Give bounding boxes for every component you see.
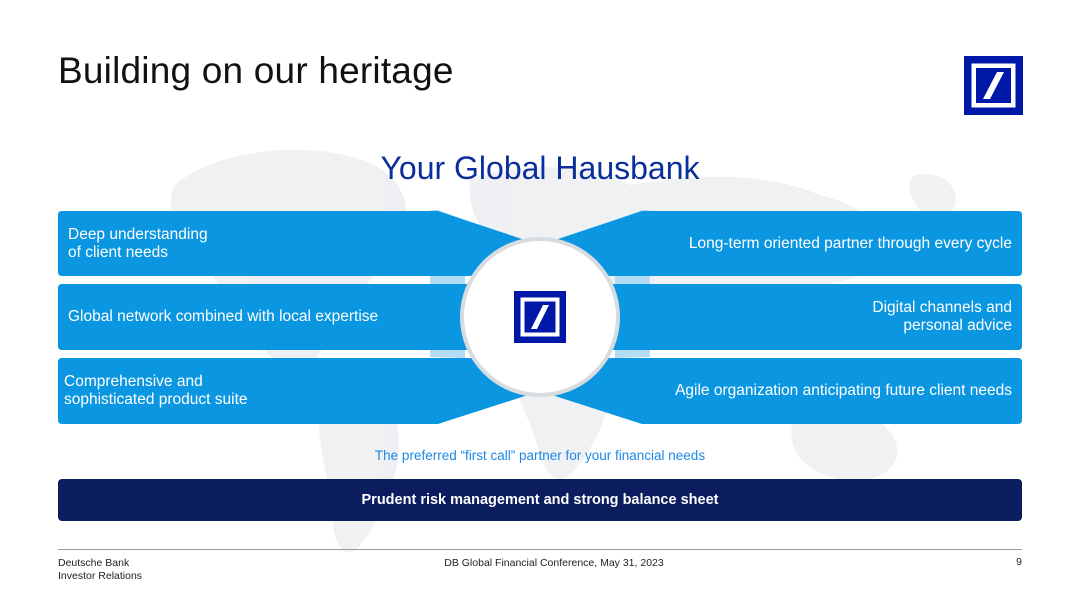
pillar-right-3: Agile organization anticipating future c… [620,358,1012,424]
page-number: 9 [1016,556,1022,568]
diagram-title: Your Global Hausbank [380,150,700,186]
footer-department: Investor Relations [58,570,143,582]
pillar-left-3: Comprehensive and sophisticated product s… [64,358,248,424]
footer-company: Deutsche Bank [58,557,130,569]
pillar-left-3-line1: Comprehensive and [64,373,203,390]
pillar-box-left-1 [58,211,528,276]
foundation-bar: Prudent risk management and strong balan… [58,479,1022,521]
pillar-right-2: Digital channels and personal advice [620,284,1012,350]
pillar-box-left-3 [58,358,528,424]
footer-divider [58,549,1022,550]
pillar-box-right-1 [552,211,1022,276]
pillar-left-1-line2: of client needs [68,243,168,261]
pillar-left-2-line1: Global network combined with local exper… [68,308,379,325]
pillar-left-1: Deep understanding of client needs [68,211,208,276]
pillar-right-1: Long-term oriented partner through every… [620,211,1012,276]
pillar-right-1-line1: Long-term oriented partner through every… [688,234,1012,252]
footer-company-block: Deutsche Bank Investor Relations [58,557,142,583]
hub-logo-icon [514,291,566,343]
foundation-label: Prudent risk management and strong balan… [361,492,719,508]
pillar-left-2: Global network combined with local exper… [68,284,378,350]
pillar-right-2-line2: personal advice [903,317,1012,334]
pillar-box-right-3 [552,358,1022,424]
tagline: The preferred “first call” partner for y… [374,448,706,463]
deutsche-bank-logo-icon [964,56,1023,115]
footer-event: DB Global Financial Conference, May 31, … [444,557,664,569]
pillar-right-2-line1: Digital channels and [872,299,1012,316]
pillar-box-left-2 [58,284,470,350]
pillar-box-right-2 [610,284,1022,350]
pillar-left-3-line2: sophisticated product suite [64,391,248,408]
pillar-right-3-line1: Agile organization anticipating future c… [675,382,1012,399]
pillar-left-1-line1: Deep understanding [68,225,208,243]
page-title: Building on our heritage [58,50,454,91]
